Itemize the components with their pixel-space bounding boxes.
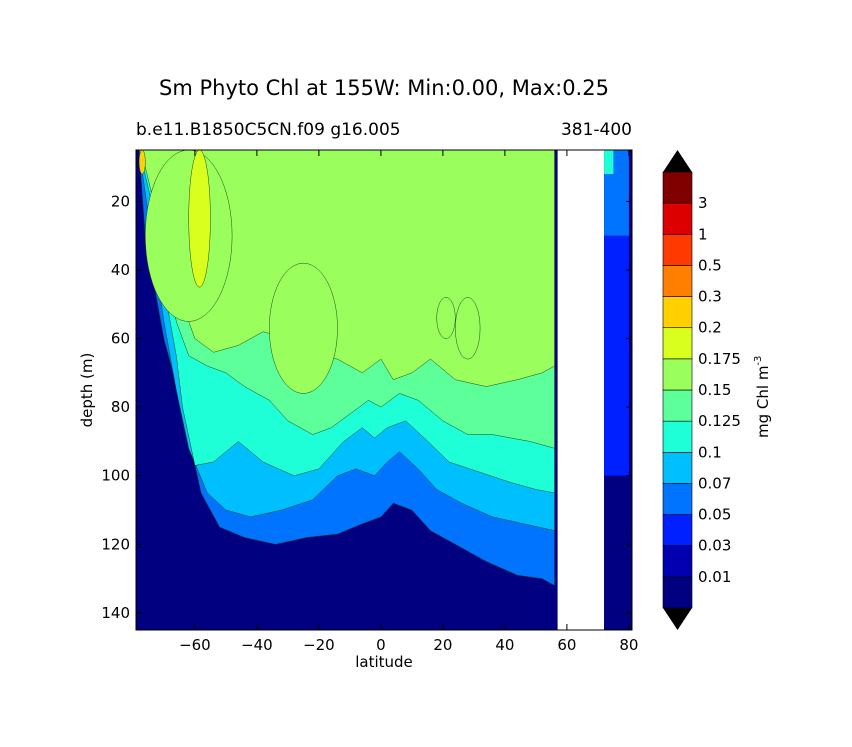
colorbar-tick-label: 0.03 (698, 537, 731, 555)
colorbar-tick-label: 0.2 (698, 319, 722, 337)
masked-region (557, 150, 605, 630)
colorbar-segment (662, 545, 693, 578)
y-tick-label: 60 (111, 330, 130, 348)
colorbar-segment (662, 483, 693, 515)
colorbar-label: mg Chl m-3 (753, 356, 772, 438)
y-tick-label: 100 (101, 467, 130, 485)
colorbar-tick-label: 0.1 (698, 443, 722, 461)
y-tick-label: 140 (101, 604, 130, 622)
chart-title: Sm Phyto Chl at 155W: Min:0.00, Max:0.25 (159, 76, 609, 100)
colorbar-segment (662, 514, 693, 547)
right-band-2 (604, 150, 614, 174)
colorbar-tick-label: 0.07 (698, 474, 731, 492)
y-tick-label: 120 (101, 535, 130, 553)
x-tick-label: 40 (495, 636, 514, 654)
colorbar-extend-max (663, 150, 692, 172)
patch-2 (269, 262, 338, 394)
colorbar-segment (662, 233, 693, 266)
colorbar-tick-label: 1 (698, 225, 708, 243)
patch-5 (138, 150, 146, 175)
colorbar-segment (662, 265, 693, 297)
y-axis-label: depth (m) (78, 353, 96, 428)
y-tick-label: 80 (111, 398, 130, 416)
colorbar-segment (662, 171, 693, 204)
colorbar-segment (662, 389, 693, 422)
colorbar-segment (662, 576, 693, 609)
colorbar-tick-label: 0.01 (698, 568, 731, 586)
plot-frame (135, 149, 633, 631)
colorbar-tick-label: 0.05 (698, 506, 731, 524)
patch-1 (188, 150, 211, 288)
colorbar-segment (662, 451, 693, 484)
x-tick-label: 80 (619, 636, 638, 654)
patch-3 (436, 297, 456, 339)
colorbar: 0.01 0.03 0.05 0.07 0.1 0.125 0.15 0.175 0.2 0.3 0… (662, 150, 741, 630)
x-tick-label: −40 (241, 636, 273, 654)
plot-area (136, 150, 632, 630)
x-axis-label: latitude (355, 653, 413, 671)
y-tick-label: 20 (111, 192, 130, 210)
chart-subtitle-years: 381-400 (560, 120, 632, 140)
colorbar-segment (662, 327, 693, 360)
colorbar-tick-label: 0.15 (698, 381, 731, 399)
colorbar-tick-label: 0.125 (698, 412, 741, 430)
colorbar-tick-label: 0.3 (698, 288, 722, 306)
colorbar-segment (662, 296, 693, 329)
colorbar-tick-label: 0.5 (698, 256, 722, 274)
x-tick-label: 0 (376, 636, 386, 654)
colorbar-tick-label: 0.175 (698, 350, 741, 368)
x-tick-label: 20 (433, 636, 452, 654)
colorbar-segment (662, 202, 693, 235)
x-tick-label: 60 (557, 636, 576, 654)
colorbar-extend-min (663, 608, 692, 630)
x-tick-label: −20 (303, 636, 335, 654)
colorbar-tick-label: 3 (698, 194, 708, 212)
colorbar-segment (662, 420, 693, 453)
colorbar-segment (662, 358, 693, 391)
patch-4 (455, 297, 481, 360)
y-tick-label: 40 (111, 261, 130, 279)
right-band-0 (604, 235, 629, 476)
x-tick-label: −60 (179, 636, 211, 654)
patch-0 (145, 150, 233, 322)
chart-subtitle-run: b.e11.B1850C5CN.f09 g16.005 (136, 120, 401, 140)
axes: −60 −40 −20 0 20 40 60 80 20 40 60 80 100 120 140 (101, 150, 638, 654)
